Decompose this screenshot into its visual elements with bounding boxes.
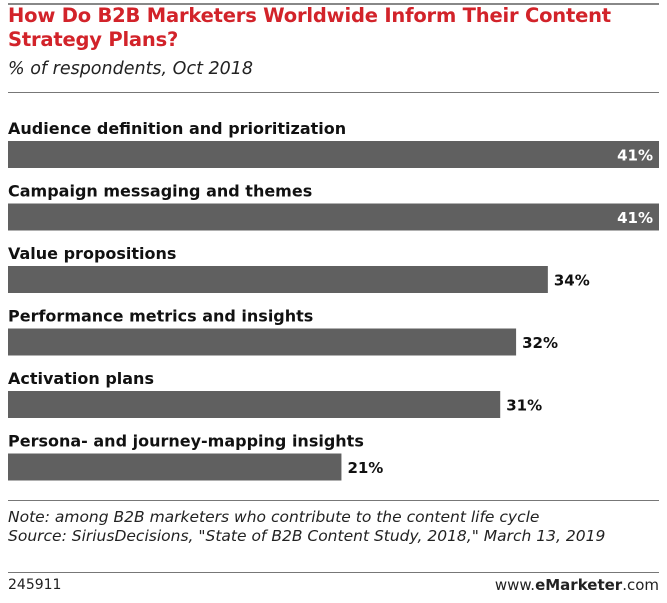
category-label: Campaign messaging and themes <box>8 182 312 201</box>
category-label: Persona- and journey-mapping insights <box>8 432 364 451</box>
value-label: 32% <box>522 334 558 352</box>
footer-divider <box>8 500 659 501</box>
value-label: 41% <box>617 209 653 227</box>
chart-title: How Do B2B Marketers Worldwide Inform Th… <box>8 4 611 51</box>
value-label: 34% <box>554 272 590 290</box>
brand-prefix: www. <box>494 576 536 594</box>
bottom-divider <box>8 572 659 573</box>
bar <box>8 391 501 418</box>
bar <box>8 453 342 481</box>
bar <box>8 141 659 168</box>
bar <box>8 266 548 293</box>
category-label: Value propositions <box>8 244 176 263</box>
brand-suffix: .com <box>622 576 659 594</box>
note-text: Note: among B2B marketers who contribute… <box>8 508 540 526</box>
value-label: 31% <box>506 397 542 415</box>
chart-subtitle: % of respondents, Oct 2018 <box>8 59 254 79</box>
chart-id: 245911 <box>8 577 62 593</box>
category-label: Performance metrics and insights <box>8 307 313 326</box>
top-rule <box>8 3 659 5</box>
brand-name: eMarketer <box>535 576 623 594</box>
bar <box>8 203 659 231</box>
source-text: Source: SiriusDecisions, "State of B2B C… <box>8 527 606 545</box>
value-label: 41% <box>617 147 653 165</box>
chart-note: Note: among B2B marketers who contribute… <box>8 508 659 546</box>
brand-link[interactable]: www.eMarketer.com <box>495 576 659 594</box>
category-label: Activation plans <box>8 369 154 388</box>
bar <box>8 328 517 356</box>
value-label: 21% <box>347 459 383 477</box>
header-divider <box>8 92 659 93</box>
category-label: Audience definition and prioritization <box>8 119 346 138</box>
